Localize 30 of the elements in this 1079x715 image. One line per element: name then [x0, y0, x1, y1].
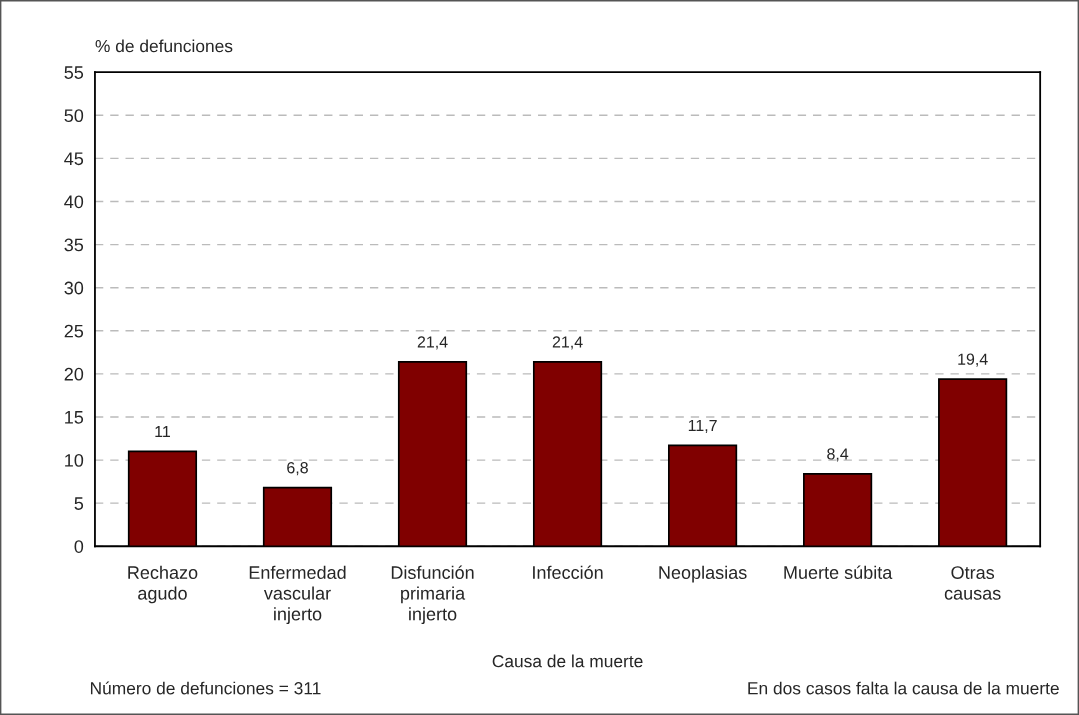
x-tick-label: Disfunción primaria injerto	[391, 565, 474, 625]
y-tick-label: 30	[64, 281, 84, 295]
x-tick-label: Enfermedad vascular injerto	[249, 565, 346, 625]
y-tick-label: 40	[64, 195, 84, 209]
x-tick-label: Neoplasias	[659, 565, 747, 583]
data-label: 21,4	[417, 336, 448, 350]
y-tick-label: 0	[74, 540, 84, 553]
data-label: 8,4	[827, 448, 849, 462]
y-tick-label: 50	[64, 109, 84, 123]
y-tick-label: 10	[65, 454, 84, 467]
text: En dos casos falta la causa de la muerte	[748, 681, 1059, 695]
x-tick-label: Otras causas	[944, 566, 1001, 600]
data-label: 6,8	[287, 462, 308, 476]
data-label: 11	[155, 426, 170, 438]
y-tick-label: 55	[64, 66, 84, 79]
y-tick-label: 25	[64, 324, 84, 338]
text: Número de defunciones = 311	[90, 681, 321, 695]
y-tick-label: 5	[74, 497, 84, 510]
y-tick-label: 20	[64, 367, 84, 381]
y-axis-title: % de defunciones	[95, 39, 233, 53]
x-tick-label: Muerte súbita	[784, 565, 893, 579]
data-label: 11,7	[688, 420, 717, 434]
y-tick-label: 45	[64, 152, 84, 166]
x-axis-title: Causa de la muerte	[492, 654, 643, 668]
x-tick-label: Rechazo agudo	[128, 565, 198, 604]
data-label: 21,4	[552, 336, 583, 350]
x-tick-label: Infección	[533, 565, 603, 579]
data-label: 19,4	[958, 353, 988, 367]
y-tick-label: 35	[64, 238, 84, 252]
y-tick-label: 15	[65, 411, 84, 424]
